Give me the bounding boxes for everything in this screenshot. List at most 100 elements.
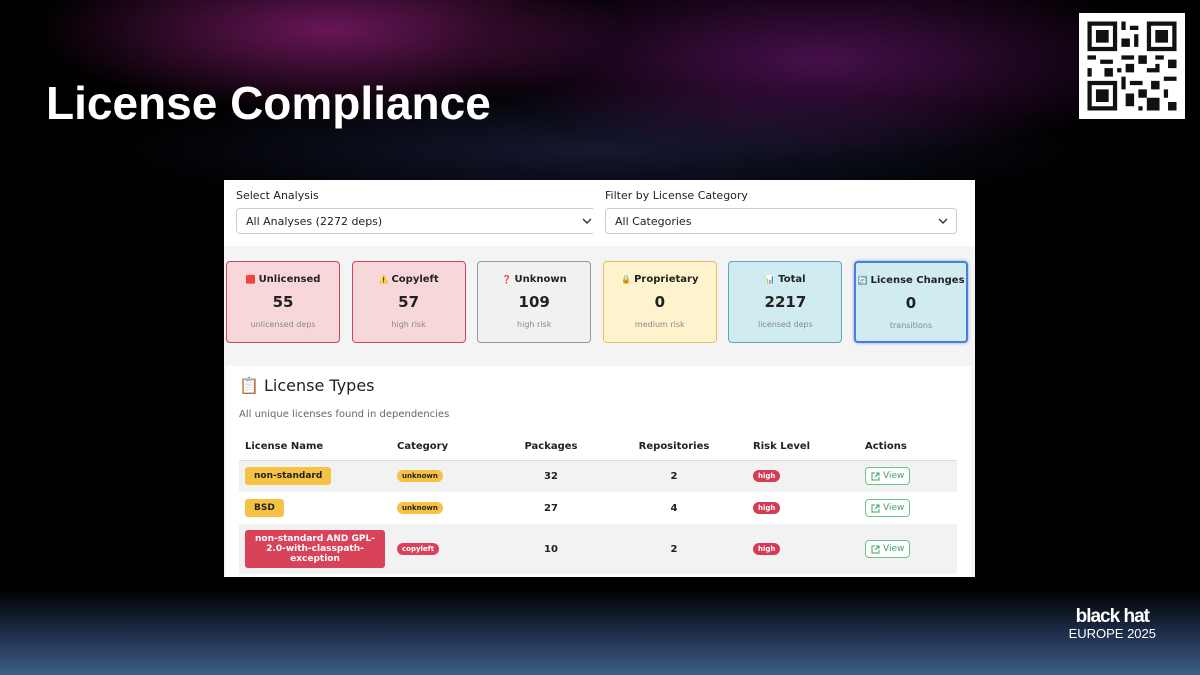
card-caption: high risk — [391, 320, 426, 329]
cell: unknown — [391, 460, 501, 492]
card-label: Total — [778, 274, 806, 285]
card-caption: unlicensed deps — [250, 320, 316, 329]
stat-card: ⚠️ Copyleft 57 high risk — [351, 261, 466, 343]
license-name: non-standard — [245, 467, 332, 486]
card-label: License Changes — [870, 275, 965, 286]
external-link-icon — [871, 504, 880, 512]
package-count: 10 — [544, 543, 558, 555]
license-types-section: 📋 License Types All unique licenses found… — [226, 366, 971, 577]
cell: high — [747, 460, 859, 492]
cell: high — [747, 524, 859, 574]
card-value: 2217 — [764, 293, 807, 311]
stat-card: 📊 Total 2217 licensed deps — [728, 261, 843, 343]
cell: View — [859, 460, 957, 492]
cell: View — [859, 524, 957, 574]
card-caption: medium risk — [634, 320, 685, 329]
card-title: 📊 Total — [729, 274, 841, 285]
card-title: ⚠️ Copyleft — [353, 274, 465, 285]
category-pill: copyleft — [397, 543, 440, 555]
card-title: 🟥 Unlicensed — [227, 274, 339, 285]
view-label: View — [883, 544, 905, 554]
card-icon: ❓ — [501, 275, 512, 284]
repository-count: 2 — [670, 543, 678, 555]
stat-card: 🔄 License Changes 0 transitions — [854, 261, 968, 343]
card-value: 0 — [654, 293, 666, 311]
package-count: 27 — [544, 502, 558, 514]
risk-pill: high — [753, 470, 781, 483]
dropdown[interactable]: All Analyses (2272 deps) — [236, 208, 601, 234]
repository-count: 2 — [670, 470, 678, 482]
risk-pill: high — [753, 502, 781, 514]
view-button[interactable]: View — [865, 467, 911, 486]
table-row: BSD unknown 27 4 high View — [239, 492, 957, 524]
view-label: View — [883, 471, 905, 482]
card-icon: 🔒 — [621, 275, 632, 284]
dropdown-value: All Categories — [615, 215, 692, 228]
card-value: 55 — [272, 293, 294, 311]
column-header: Packages — [501, 434, 601, 461]
column-header: Repositories — [601, 434, 747, 461]
card-label: Copyleft — [391, 274, 439, 285]
chevron — [582, 218, 592, 224]
brand-event: EUROPE 2025 — [1068, 626, 1156, 641]
dropdown[interactable]: All Categories — [605, 208, 957, 234]
filter-label: Select Analysis — [236, 189, 319, 202]
section-title: 📋 License Types — [239, 376, 375, 395]
card-value: 109 — [518, 293, 550, 311]
card-label: Unknown — [514, 274, 567, 285]
filter-group: Select Analysis All Analyses (2272 deps) — [224, 180, 601, 246]
filter-label: Filter by License Category — [605, 189, 748, 202]
qr-code — [1079, 13, 1185, 119]
category-pill: unknown — [397, 470, 443, 483]
brand: black hat EUROPE 2025 — [1069, 606, 1156, 641]
dropdown-value: All Analyses (2272 deps) — [246, 215, 383, 228]
app-screenshot: Select Analysis All Analyses (2272 deps) F… — [224, 180, 975, 577]
card-caption: transitions — [889, 321, 933, 330]
section-subtitle: All unique licenses found in dependencie… — [239, 409, 450, 420]
card-caption: licensed deps — [757, 320, 813, 329]
header-row: License Name Category Packages Repositories… — [239, 434, 957, 461]
card-icon: ⚠️ — [378, 275, 389, 284]
license-table: License Name Category Packages Repositories… — [239, 434, 957, 574]
column-header: Category — [391, 434, 501, 461]
card-label: Proprietary — [634, 274, 699, 285]
table-row: non-standard unknown 32 2 high View — [239, 460, 957, 492]
stat-card: 🟥 Unlicensed 55 unlicensed deps — [226, 261, 340, 343]
card-value: 0 — [905, 294, 917, 312]
license-name: non-standard AND GPL-2.0-with-classpath-… — [245, 530, 385, 568]
cell: non-standard AND GPL-2.0-with-classpath-… — [239, 524, 391, 574]
view-label: View — [883, 503, 905, 513]
column-header: Actions — [859, 434, 957, 461]
view-button[interactable]: View — [865, 499, 911, 517]
cell: BSD — [239, 492, 391, 524]
column-header: Risk Level — [747, 434, 859, 461]
cell: View — [859, 492, 957, 524]
filter-group: Filter by License Category All Categories — [593, 180, 975, 246]
cell: unknown — [391, 492, 501, 524]
stat-card: ❓ Unknown 109 high risk — [477, 261, 592, 343]
repository-count: 4 — [670, 502, 678, 514]
brand-name: black hat — [1075, 606, 1150, 627]
category-pill: unknown — [397, 502, 443, 514]
stat-card: 🔒 Proprietary 0 medium risk — [602, 261, 717, 343]
table-row: non-standard AND GPL-2.0-with-classpath-… — [239, 524, 957, 574]
view-button[interactable]: View — [865, 540, 911, 558]
card-icon: 🔄 — [857, 276, 868, 285]
card-icon: 📊 — [765, 275, 776, 284]
table-body: non-standard unknown 32 2 high View BSD unknown… — [239, 460, 957, 574]
package-count: 32 — [544, 470, 558, 482]
external-link-icon — [871, 472, 880, 481]
chevron — [938, 218, 948, 224]
card-title: ❓ Unknown — [478, 274, 590, 285]
cell: non-standard — [239, 460, 391, 492]
card-value: 57 — [398, 293, 420, 311]
card-title: 🔒 Proprietary — [604, 274, 716, 285]
slide-title: License Compliance — [46, 77, 491, 129]
card-title: 🔄 License Changes — [856, 275, 966, 286]
cell: high — [747, 492, 859, 524]
risk-pill: high — [753, 543, 781, 555]
table-head: License Name Category Packages Repositories… — [239, 434, 957, 461]
card-caption: high risk — [517, 320, 552, 329]
